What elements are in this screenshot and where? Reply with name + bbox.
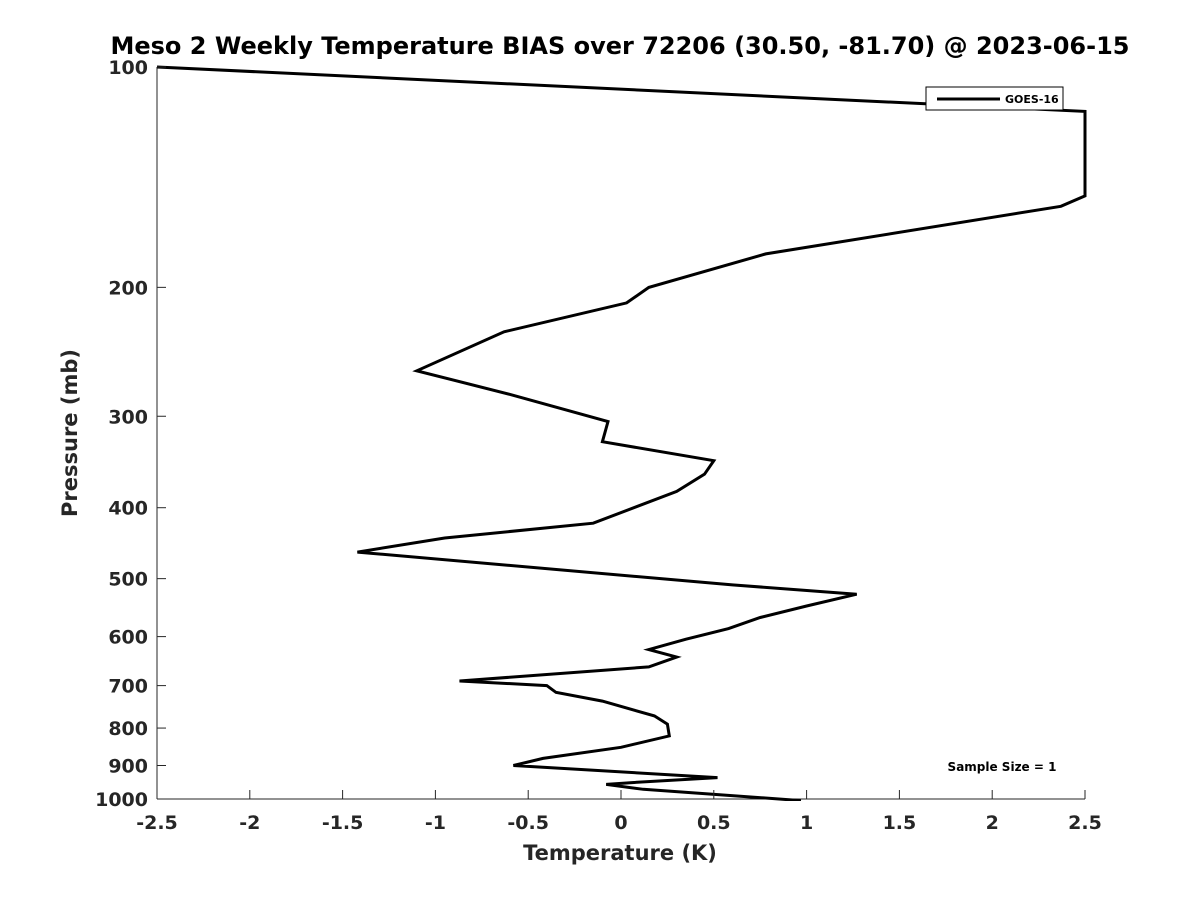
data-line-group — [156, 65, 1087, 801]
y-tick-label: 200 — [108, 277, 148, 299]
chart-title: Meso 2 Weekly Temperature BIAS over 7220… — [110, 32, 1129, 60]
x-tick-label: -1.5 — [322, 812, 364, 834]
series-line-goes-16 — [156, 65, 1087, 801]
y-axis-label: Pressure (mb) — [58, 349, 82, 517]
y-tick-label: 900 — [108, 756, 148, 778]
x-tick-label: -2.5 — [136, 812, 178, 834]
y-tick-label: 700 — [108, 676, 148, 698]
sample-size-annotation: Sample Size = 1 — [948, 760, 1057, 774]
legend-label-goes-16: GOES-16 — [1005, 93, 1059, 106]
y-tick-label: 600 — [108, 627, 148, 649]
y-tick-label: 100 — [108, 57, 148, 79]
legend: GOES-16 — [925, 86, 1064, 111]
y-tick-label: 1000 — [95, 789, 148, 811]
axes — [156, 67, 1085, 800]
y-tick-label: 400 — [108, 498, 148, 520]
y-tick-label: 300 — [108, 406, 148, 428]
y-tick-label: 500 — [108, 569, 148, 591]
x-tick-label: 0 — [614, 812, 627, 834]
x-tick-label: -2 — [239, 812, 260, 834]
tick-labels: -2.5 -2 -1.5 -1 -0.5 0 0.5 1 1.5 2 2.5 100 200 300 400… — [95, 57, 1102, 834]
x-tick-label: -0.5 — [507, 812, 549, 834]
x-tick-label: 2 — [986, 812, 999, 834]
x-tick-label: 0.5 — [697, 812, 731, 834]
x-tick-label: 1.5 — [883, 812, 917, 834]
x-tick-label: 2.5 — [1068, 812, 1102, 834]
x-tick-label: 1 — [800, 812, 813, 834]
x-axis-label: Temperature (K) — [523, 841, 717, 865]
x-tick-label: -1 — [425, 812, 446, 834]
y-tick-label: 800 — [108, 718, 148, 740]
